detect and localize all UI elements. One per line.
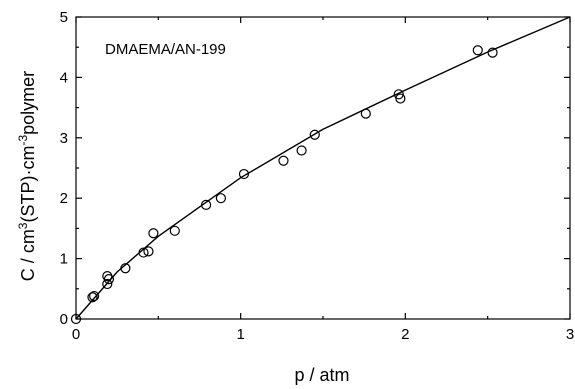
data-point xyxy=(169,225,180,236)
y-axis-label-pre: C / cm xyxy=(18,229,38,281)
axes xyxy=(75,16,571,320)
y-tick-label: 2 xyxy=(60,190,68,207)
data-point xyxy=(215,193,227,204)
data-point xyxy=(87,292,98,303)
data-point xyxy=(138,247,149,258)
data-point xyxy=(89,290,100,302)
data-point xyxy=(393,89,404,100)
plot-frame xyxy=(75,16,571,320)
y-axis-label-post: polymer xyxy=(18,71,38,135)
data-point xyxy=(395,93,406,104)
y-tick-label: 3 xyxy=(60,130,68,147)
ticks: 0 1 2 3 0 1 2 3 4 5 xyxy=(60,9,575,343)
y-axis-label-sup1: 3 xyxy=(16,222,30,229)
data-point xyxy=(200,199,212,210)
x-tick-label: 1 xyxy=(236,326,244,343)
data-point xyxy=(103,274,115,285)
y-axis-label-sup2: -3 xyxy=(16,135,30,146)
data-point xyxy=(148,228,159,239)
x-tick-label: 3 xyxy=(566,326,574,343)
fit-line xyxy=(75,16,571,320)
data-point xyxy=(472,45,483,56)
data-point xyxy=(120,263,131,274)
data-point xyxy=(278,155,289,166)
data-point xyxy=(487,47,498,58)
data-point xyxy=(70,313,82,325)
data-point xyxy=(296,145,307,156)
y-tick-label: 1 xyxy=(60,251,68,268)
fit-curve-group xyxy=(75,16,571,320)
data-point xyxy=(360,108,371,119)
x-tick-label: 2 xyxy=(401,326,409,343)
data-point xyxy=(102,278,113,290)
chart-annotation: DMAEMA/AN-199 xyxy=(105,41,226,58)
y-axis-label: C / cm3(STP)·cm-3polymer xyxy=(16,71,38,281)
y-tick-label: 0 xyxy=(60,311,68,328)
x-tick-label: 0 xyxy=(72,326,80,343)
y-tick-label: 5 xyxy=(60,9,68,26)
y-tick-label: 4 xyxy=(60,69,68,86)
y-axis-label-mid: (STP)·cm xyxy=(18,146,38,223)
data-points xyxy=(70,45,498,325)
data-point xyxy=(309,129,320,140)
data-point xyxy=(143,246,154,257)
data-point xyxy=(238,168,250,180)
x-axis-label: p / atm xyxy=(294,365,349,385)
